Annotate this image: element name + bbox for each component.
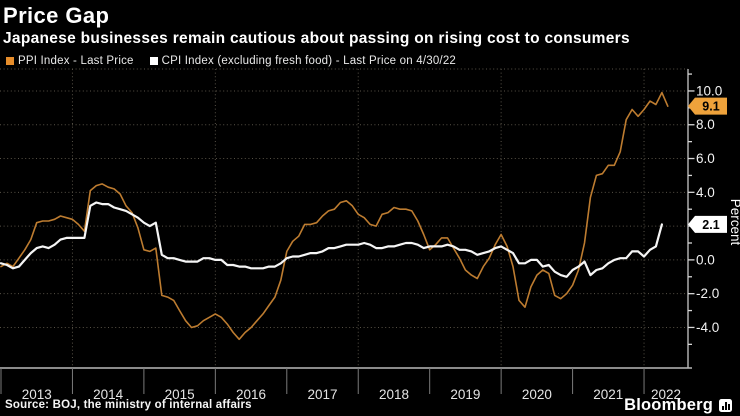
cpi-last-price-badge — [688, 215, 727, 233]
y-axis-title: Percent — [728, 199, 740, 246]
y-tick-label: 6.0 — [696, 151, 715, 166]
x-tick-label: 2020 — [522, 387, 552, 402]
ppi-series-line — [0, 91, 669, 341]
chart-legend: PPI Index - Last Price CPI Index (exclud… — [6, 55, 456, 67]
y-tick-label: -4.0 — [696, 320, 719, 335]
y-tick-label: 8.0 — [696, 117, 715, 132]
x-tick-label: 2019 — [450, 387, 480, 402]
badge-value-label: 9.1 — [702, 100, 719, 114]
x-tick-label: 2015 — [165, 387, 195, 402]
ppi-last-price-badge — [688, 97, 727, 115]
y-tick-label: 4.0 — [696, 185, 715, 200]
x-tick-label: 2018 — [379, 387, 409, 402]
bloomberg-wordmark: Bloomberg — [624, 396, 713, 414]
x-tick-label: 2016 — [236, 387, 266, 402]
cpi-legend-swatch-icon — [149, 57, 158, 65]
ppi-legend-swatch-icon — [6, 57, 14, 65]
x-tick-label: 2013 — [22, 387, 52, 402]
badge-value-label: 2.1 — [702, 218, 719, 232]
y-tick-label: 0.0 — [696, 252, 715, 267]
cpi-series-line — [0, 201, 664, 278]
bloomberg-logo: Bloomberg — [624, 396, 732, 415]
page-title: Price Gap — [3, 3, 110, 28]
legend-label-cpi: CPI Index (excluding fresh food) - Last … — [161, 55, 457, 67]
y-tick-label: 10.0 — [696, 83, 722, 98]
x-tick-label: 2017 — [307, 387, 337, 402]
legend-item-cpi: CPI Index (excluding fresh food) - Last … — [149, 55, 457, 67]
x-tick-label: 2021 — [593, 387, 623, 402]
x-tick-label: 2022 — [651, 387, 681, 402]
chart-subtitle: Japanese businesses remain cautious abou… — [3, 30, 630, 47]
x-tick-label: 2014 — [93, 387, 124, 402]
y-tick-label: -2.0 — [696, 286, 719, 301]
legend-label-ppi: PPI Index - Last Price — [18, 55, 134, 67]
bloomberg-bars-icon — [719, 399, 732, 412]
legend-item-ppi: PPI Index - Last Price — [6, 55, 134, 67]
source-note: Source: BOJ, the ministry of internal af… — [5, 399, 252, 411]
